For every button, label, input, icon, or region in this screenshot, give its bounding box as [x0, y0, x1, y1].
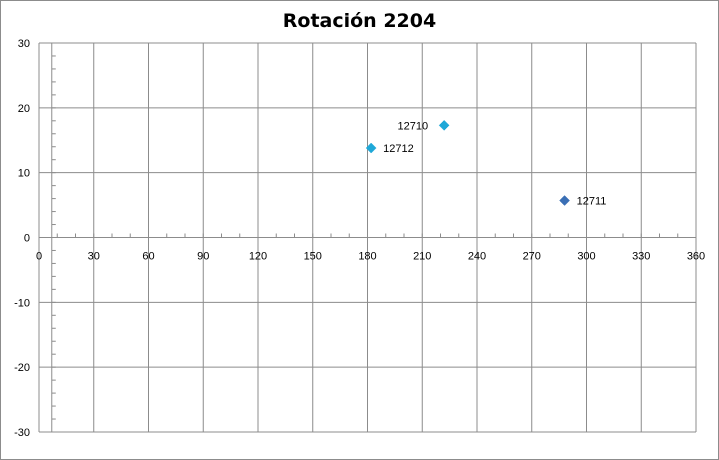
- chart-title: Rotación 2204: [282, 10, 437, 32]
- x-tick-label: 0: [36, 251, 42, 263]
- x-tick-label: 270: [523, 251, 541, 263]
- y-tick-label: 20: [18, 103, 30, 115]
- x-tick-label: 150: [304, 251, 322, 263]
- data-point-marker: [365, 142, 377, 154]
- data-point-label: 12711: [577, 196, 607, 208]
- y-tick-label: -30: [14, 427, 30, 439]
- x-tick-label: 60: [142, 251, 154, 263]
- data-point-marker: [438, 119, 450, 131]
- x-tick-label: 180: [358, 251, 376, 263]
- x-tick-label: 120: [249, 251, 267, 263]
- y-tick-label: 30: [18, 38, 30, 50]
- x-tick-label: 90: [197, 251, 209, 263]
- x-tick-label: 300: [577, 251, 595, 263]
- y-tick-label: -20: [14, 362, 30, 374]
- data-point-label: 12710: [398, 120, 429, 132]
- x-tick-label: 210: [413, 251, 431, 263]
- y-tick-label: 0: [24, 233, 30, 245]
- y-tick-label: -10: [14, 297, 30, 309]
- y-tick-label: 10: [18, 168, 30, 180]
- data-point-marker: [559, 195, 570, 206]
- x-tick-label: 360: [687, 251, 705, 263]
- x-tick-label: 30: [88, 251, 100, 263]
- x-tick-label: 330: [632, 251, 650, 263]
- data-point-label: 12712: [383, 143, 414, 155]
- x-tick-label: 240: [468, 251, 486, 263]
